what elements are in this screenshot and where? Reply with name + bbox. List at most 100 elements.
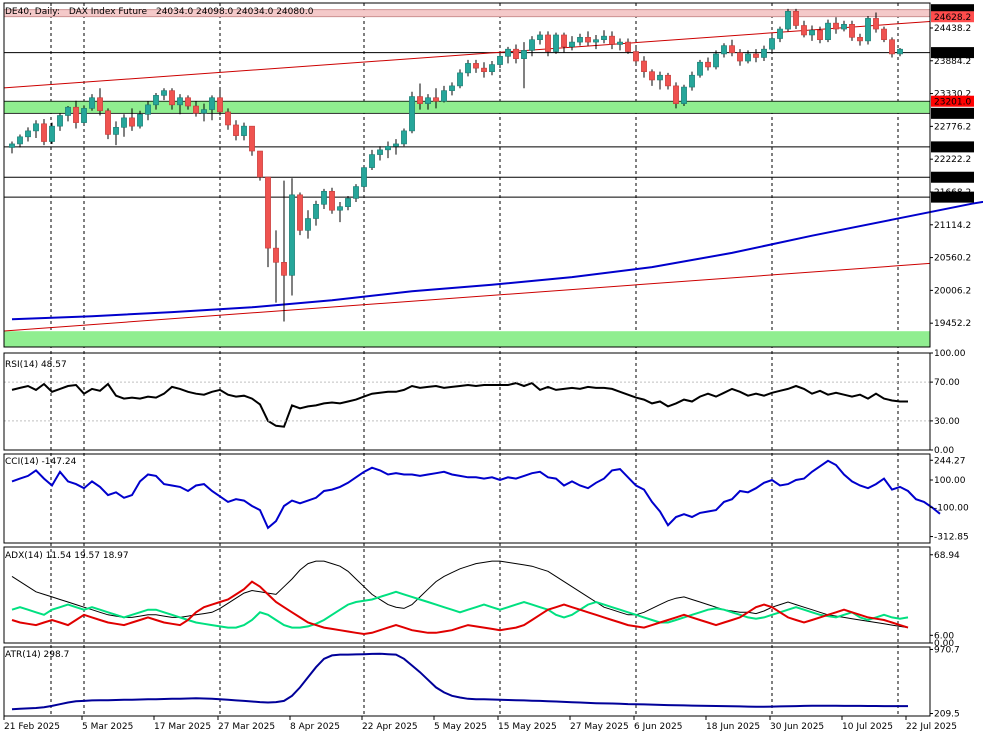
y-tick-label: 24438.2 [934,24,971,34]
y-tick-label: 23330.2 [934,90,971,100]
candle-body [681,86,687,104]
candle [537,31,543,45]
candle-body [57,115,63,127]
description-label: DAX Index Future [69,7,148,17]
candle-body [665,74,671,87]
candle-body [857,37,863,42]
candle [569,36,575,51]
adx-tick-label: 68.94 [934,551,960,561]
candle [721,43,727,58]
y-tick-label: 23884.2 [934,57,971,67]
candle-body [201,109,207,114]
cci-title: CCI(14) -147.24 [5,457,77,467]
candle-body [785,10,791,30]
candle [505,46,511,64]
candle-body [17,136,23,145]
rsi-tick-label: 30.00 [934,417,960,427]
cci-tick-label: 100.00 [934,476,966,486]
candle-body [409,96,415,132]
candle-body [265,176,271,249]
candle [233,120,239,141]
candle-body [537,34,543,41]
x-tick-label: 27 May 2025 [570,722,629,732]
x-tick-label: 5 May 2025 [434,722,487,732]
candle-body [497,55,503,65]
candle-body [745,53,751,62]
candle-body [641,60,647,72]
cci-tick-label: -100.00 [934,503,969,513]
adx-tick-label: 6.00 [934,631,954,641]
candle [841,20,847,32]
candle [681,84,687,107]
trendline-0 [3,20,931,89]
candle [217,89,223,116]
x-tick-label: 27 Mar 2025 [218,722,275,732]
candle-body [633,51,639,62]
candle-body [81,108,87,123]
price-tag-label: 24747.0 [934,6,971,16]
candle [465,59,471,77]
candle-body [49,125,55,142]
zone-2 [3,331,931,348]
candle-body [89,97,95,109]
cci-tick-label: 244.27 [934,456,966,466]
candle-body [329,190,335,211]
pane-frame-adx [3,546,931,644]
candle [105,108,111,140]
candle [241,122,247,141]
candle [889,37,895,58]
candle [833,17,839,34]
candle [297,192,303,236]
candle [457,69,463,89]
candle-body [249,125,255,152]
candle [697,59,703,78]
candle-body [593,39,599,43]
candle-body [161,90,167,96]
candle-body [513,48,519,59]
candle [89,94,95,111]
candle-body [649,71,655,81]
candle-body [833,22,839,30]
candle [329,187,335,214]
candle [897,47,903,57]
price-tag [931,95,974,107]
candle [585,31,591,46]
candle-body [241,125,247,136]
adx-series-0 [11,560,909,629]
candle-body [849,24,855,38]
candle [665,72,671,90]
candle-body [553,34,559,52]
price-tag-label: 24628.2 [934,13,971,23]
pane-frame-main [3,2,931,348]
price-tag-label: 24022.3 [934,49,971,59]
candle-body [193,105,199,114]
candle-body [425,97,431,104]
candle [641,56,647,78]
candle-body [737,52,743,62]
chart-title: DE40, Daily: DAX Index Future 24034.0 24… [5,7,314,17]
candle-body [321,190,327,205]
candle-body [393,143,399,147]
candle [409,91,415,134]
candle-body [305,218,311,231]
candle [617,38,623,51]
candle [425,94,431,110]
candle [801,20,807,38]
candle [729,39,735,57]
candle-body [561,34,567,48]
candle-body [41,123,47,142]
candle-body [585,37,591,43]
candle-body [609,35,615,45]
candle-body [529,39,535,51]
pane-frame-atr [3,646,931,717]
candle-body [713,53,719,68]
candle [353,184,359,202]
candle-body [465,63,471,74]
price-tag [931,171,974,183]
candle [153,92,159,110]
candle [145,101,151,121]
candle-body [289,194,295,276]
candle [369,149,375,170]
